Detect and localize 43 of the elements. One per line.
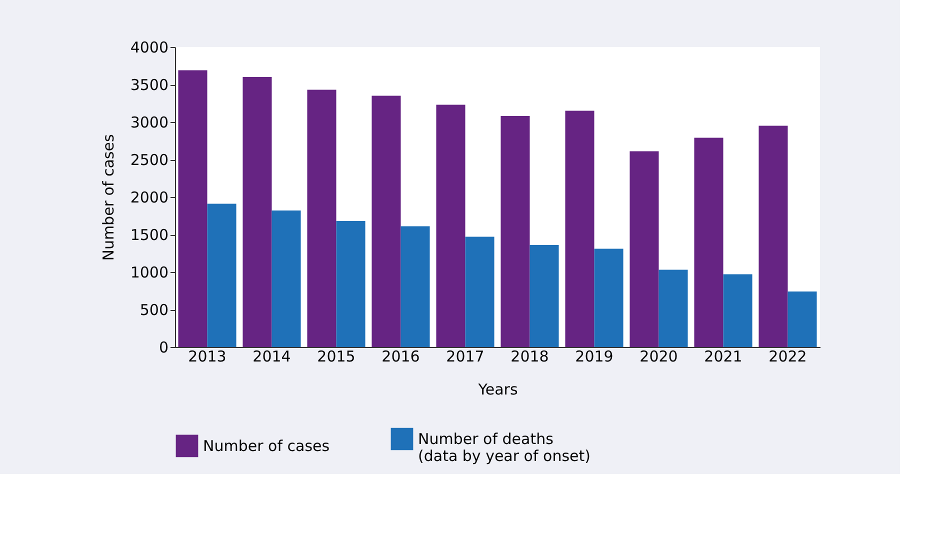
bar [565, 110, 594, 347]
bar [465, 236, 494, 347]
y-tick-label: 500 [140, 301, 168, 319]
x-tick-label: 2018 [510, 348, 549, 366]
bar [694, 138, 724, 347]
legend-label: Number of cases [203, 436, 330, 455]
bar [178, 70, 208, 347]
y-axis-title: Number of cases [99, 134, 118, 261]
bar [436, 104, 466, 347]
x-tick-label: 2021 [704, 348, 742, 366]
y-tick-label: 3500 [130, 76, 168, 94]
bar [594, 248, 624, 347]
y-tick-label: 3000 [130, 114, 168, 132]
y-tick-label: 1000 [130, 264, 168, 282]
bar [723, 274, 752, 347]
x-tick-label: 2022 [768, 348, 807, 366]
bar [500, 116, 530, 347]
bar [307, 90, 336, 347]
x-tick-label: 2017 [446, 348, 484, 366]
y-tick-label: 1500 [130, 226, 168, 244]
bar [400, 226, 430, 347]
bar [372, 96, 401, 347]
y-tick-label: 0 [158, 338, 168, 356]
bar [207, 204, 236, 347]
bar [788, 292, 817, 347]
x-tick-label: 2015 [317, 348, 356, 366]
x-tick-label: 2013 [188, 348, 226, 366]
legend-label: Number of deaths (data by year of onset) [418, 430, 590, 465]
y-tick-label: 2000 [130, 188, 168, 206]
bar [658, 270, 688, 347]
bar [630, 151, 659, 347]
y-tick-label: 2500 [130, 151, 168, 169]
bar [336, 221, 366, 347]
y-tick-label: 4000 [130, 38, 168, 56]
x-tick-label: 2019 [575, 348, 614, 366]
bar [530, 245, 559, 347]
x-tick-label: 2016 [382, 348, 420, 366]
bar [242, 77, 272, 347]
x-axis-title: Years [477, 380, 518, 398]
x-tick-label: 2014 [252, 348, 291, 366]
bar [272, 210, 301, 347]
x-tick-label: 2020 [640, 348, 678, 366]
bar [758, 126, 788, 347]
